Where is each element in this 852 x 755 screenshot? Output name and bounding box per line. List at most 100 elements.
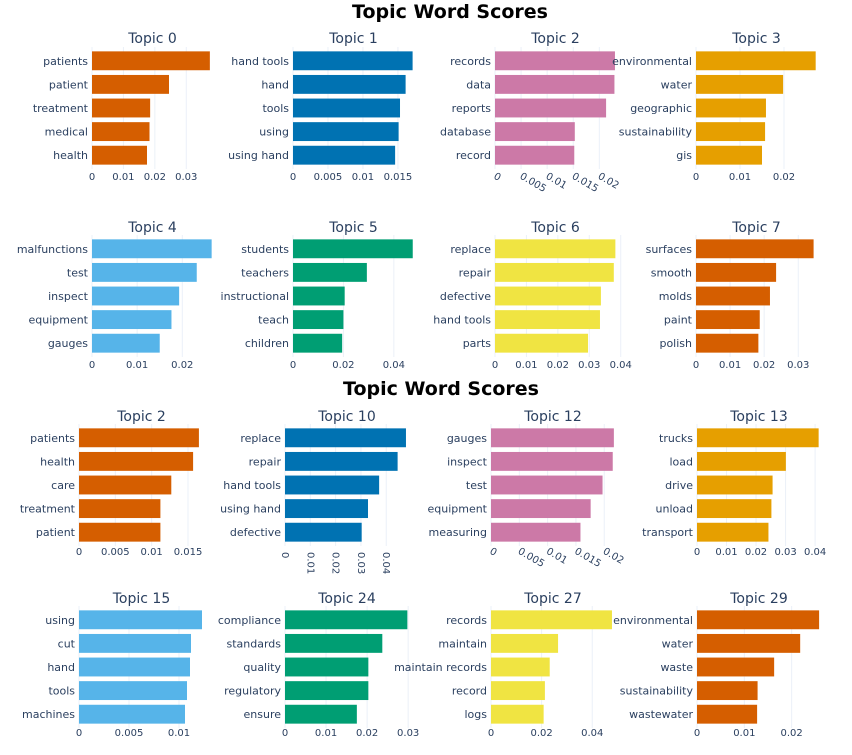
bar: [285, 657, 369, 677]
bar: [495, 98, 607, 118]
category-label: sustainability: [620, 685, 694, 698]
tick-label: 0.005: [518, 171, 548, 195]
category-label: inspect: [447, 455, 488, 468]
bar: [491, 633, 559, 653]
category-label: defective: [230, 526, 281, 539]
bar: [491, 499, 591, 519]
category-label: environmental: [612, 55, 692, 68]
bar: [696, 74, 784, 94]
tick-label: 0.04: [804, 547, 826, 558]
bar: [491, 704, 544, 724]
category-label: water: [661, 78, 693, 91]
panel-topic-2: Topic 2recordsdatareportsdatabaserecord0…: [440, 31, 621, 195]
bar: [697, 633, 801, 653]
bar: [491, 522, 581, 542]
category-label: equipment: [28, 314, 88, 327]
panel-title: Topic 4: [127, 220, 177, 236]
bar: [491, 475, 603, 495]
category-label: transport: [642, 526, 694, 539]
panel-title: Topic 3: [731, 31, 781, 47]
tick-label: 0: [492, 171, 503, 184]
tick-label: 0.015: [572, 546, 602, 570]
bar: [495, 145, 575, 165]
tick-label: 0.01: [304, 552, 315, 574]
bar: [491, 451, 613, 471]
bar: [696, 51, 816, 71]
bar: [92, 286, 180, 306]
category-label: paint: [664, 314, 693, 327]
bar: [491, 610, 612, 630]
tick-label: 0.005: [115, 728, 144, 739]
bar: [92, 51, 210, 71]
category-label: gauges: [447, 432, 487, 445]
panel-topic-27: Topic 27 records maintain maintain records r…: [394, 591, 612, 739]
bar: [495, 310, 600, 330]
tick-label: 0: [279, 552, 290, 558]
panel-title: Topic 29: [729, 591, 787, 607]
panel-topic-2: Topic 2 patients health care treatment patien…: [20, 409, 203, 558]
bar: [293, 122, 399, 142]
tick-label: 0: [492, 360, 498, 371]
panel-title: Topic 10: [317, 409, 375, 425]
panel-topic-1: Topic 1 hand tools hand tools using using han…: [228, 31, 413, 183]
bar: [79, 522, 161, 542]
tick-label: 0.005: [516, 546, 546, 570]
category-label: students: [241, 243, 289, 256]
category-label: repair: [249, 455, 282, 468]
category-label: test: [466, 479, 488, 492]
bar: [79, 499, 161, 519]
bar: [491, 428, 614, 448]
category-label: ensure: [244, 708, 282, 721]
tick-label: 0.01: [141, 547, 163, 558]
category-label: using: [259, 126, 289, 139]
tick-label: 0.01: [352, 172, 374, 183]
tick-label: 0.02: [596, 171, 621, 192]
category-label: gauges: [48, 337, 88, 350]
figure-title-bottom: Topic Word Scores: [343, 378, 539, 400]
category-label: gis: [676, 149, 692, 162]
category-label: hand tools: [231, 55, 289, 68]
bar: [491, 681, 545, 701]
bar: [293, 262, 367, 282]
category-label: load: [669, 455, 693, 468]
tick-label: 0.02: [753, 360, 775, 371]
category-label: trucks: [659, 432, 693, 445]
category-label: molds: [659, 290, 692, 303]
tick-label: 0.02: [171, 360, 193, 371]
tick-label: 0: [76, 728, 82, 739]
category-label: health: [40, 455, 75, 468]
bar: [79, 428, 199, 448]
tick-label: 0.01: [515, 360, 537, 371]
category-label: standards: [226, 637, 281, 650]
bar: [697, 428, 819, 448]
tick-label: 0.02: [530, 728, 552, 739]
bar: [285, 633, 383, 653]
bar: [79, 451, 194, 471]
category-label: logs: [465, 708, 488, 721]
chart-panels: Topic 0 patients patient treatment medical he…: [17, 31, 826, 739]
category-label: surfaces: [646, 243, 693, 256]
bar: [79, 610, 202, 630]
tick-label: 0.015: [384, 172, 413, 183]
tick-label: 0: [488, 546, 499, 559]
category-label: regulatory: [224, 685, 281, 698]
panel-title: Topic 12: [523, 409, 581, 425]
bar: [495, 262, 614, 282]
bar: [285, 610, 408, 630]
panel-title: Topic 27: [523, 591, 581, 607]
tick-label: 0.01: [719, 360, 741, 371]
category-label: record: [456, 149, 491, 162]
category-label: polish: [659, 337, 692, 350]
category-label: tools: [262, 102, 289, 115]
category-label: test: [67, 266, 89, 279]
category-label: replace: [450, 243, 491, 256]
bar: [79, 681, 187, 701]
category-label: cut: [58, 637, 76, 650]
tick-label: 0.03: [774, 547, 796, 558]
category-label: database: [440, 126, 491, 139]
bar: [697, 499, 772, 519]
tick-label: 0.01: [126, 360, 148, 371]
panel-title: Topic 15: [112, 591, 170, 607]
